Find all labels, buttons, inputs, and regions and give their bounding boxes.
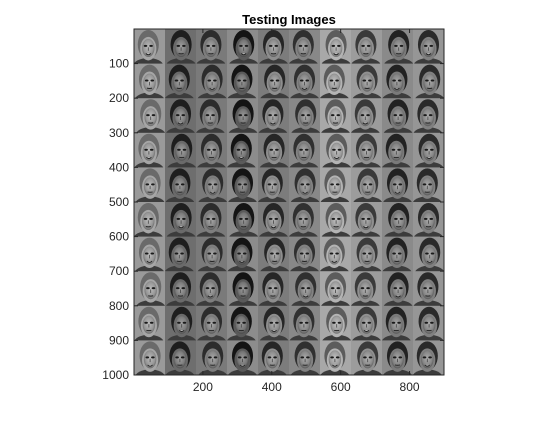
x-axis: 200 400 600 800 — [193, 29, 420, 394]
face-tile — [195, 98, 228, 143]
y-tick-label: 700 — [109, 264, 129, 278]
face-tile — [381, 132, 414, 178]
y-axis: 100 200 300 400 500 600 700 800 900 1000 — [102, 57, 444, 382]
y-tick-label: 900 — [109, 333, 129, 347]
face-tile — [164, 63, 197, 108]
y-tick-label: 400 — [109, 160, 129, 174]
face-tile — [196, 236, 228, 281]
y-tick-label: 100 — [109, 57, 129, 71]
face-tile — [413, 202, 444, 247]
face-tile — [289, 305, 321, 351]
face-tile — [196, 132, 228, 178]
face-tile — [382, 340, 414, 375]
face-image-grid — [134, 29, 444, 375]
face-tile — [289, 340, 321, 375]
face-tile — [165, 29, 197, 74]
face-tile — [382, 98, 414, 143]
face-tile — [257, 340, 290, 375]
face-tile — [413, 63, 444, 108]
face-tile — [351, 340, 383, 375]
face-tile — [165, 167, 197, 212]
face-tile — [320, 167, 352, 212]
face-tile — [196, 29, 228, 74]
face-tile — [413, 29, 444, 74]
face-tile — [258, 63, 290, 108]
face-tile — [351, 29, 383, 74]
face-tile — [227, 340, 259, 375]
face-tile — [320, 340, 352, 375]
face-tile — [227, 63, 259, 108]
x-tick-label: 800 — [400, 380, 420, 394]
face-tile — [320, 98, 352, 143]
face-tile — [165, 98, 197, 143]
y-tick-label: 600 — [109, 230, 129, 244]
face-tile — [165, 340, 197, 375]
x-tick-label: 600 — [331, 380, 351, 394]
y-tick-label: 500 — [109, 195, 129, 209]
face-tile — [165, 132, 197, 178]
face-tile — [258, 305, 290, 351]
face-tile — [134, 271, 166, 316]
plot-title: Testing Images — [242, 12, 336, 27]
face-tile — [413, 132, 444, 178]
face-tile — [196, 167, 228, 212]
x-tick-label: 400 — [262, 380, 282, 394]
y-tick-label: 300 — [109, 126, 129, 140]
face-tile — [412, 340, 444, 375]
face-tile — [134, 202, 166, 247]
face-tile — [134, 167, 166, 212]
face-tile — [258, 29, 290, 74]
face-tile — [196, 340, 228, 375]
face-tile — [289, 63, 321, 108]
face-tile — [227, 29, 259, 74]
face-tile — [288, 202, 321, 247]
y-tick-label: 1000 — [102, 368, 129, 382]
face-tile — [258, 98, 290, 143]
y-tick-label: 800 — [109, 299, 129, 313]
face-tile — [413, 271, 444, 316]
y-tick-label: 200 — [109, 91, 129, 105]
x-tick-label: 200 — [193, 380, 213, 394]
face-tile — [134, 340, 166, 375]
